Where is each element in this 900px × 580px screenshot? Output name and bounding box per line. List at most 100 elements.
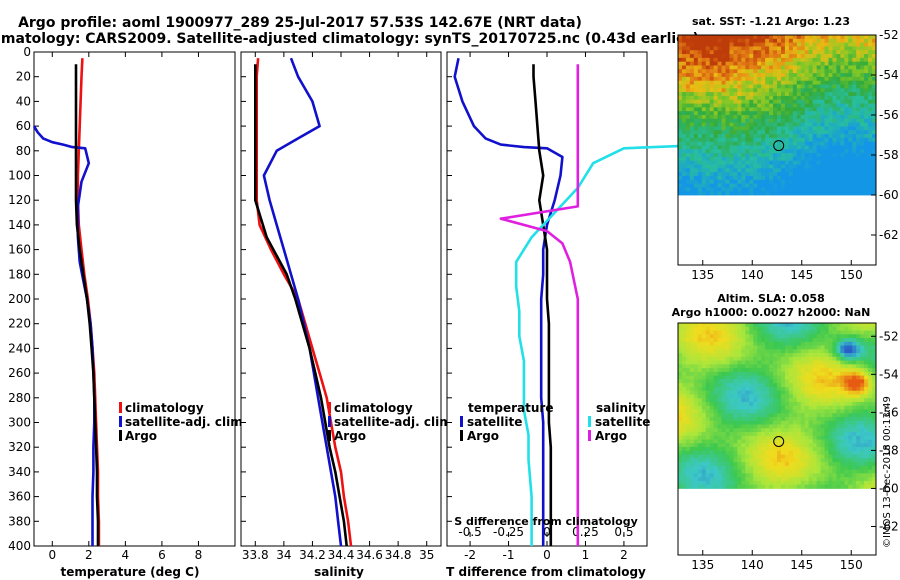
map-cell xyxy=(725,424,730,429)
map-cell xyxy=(729,458,734,463)
map-cell xyxy=(757,371,762,377)
map-cell xyxy=(816,356,821,361)
map-cell xyxy=(844,80,849,85)
map-cell xyxy=(868,168,873,173)
map-cell xyxy=(868,118,873,124)
map-cell xyxy=(816,368,821,373)
map-cell xyxy=(721,183,726,188)
map-cell xyxy=(836,413,841,418)
map-cell xyxy=(784,69,790,74)
map-cell xyxy=(713,134,718,139)
map-cell xyxy=(697,454,703,459)
map-cell xyxy=(868,405,873,410)
map-cell xyxy=(800,371,806,377)
map-cell xyxy=(812,360,817,365)
map-cell xyxy=(749,368,754,373)
map-cell xyxy=(689,50,695,55)
map-cell xyxy=(678,76,683,82)
map-cell xyxy=(753,122,758,127)
map-cell xyxy=(721,160,726,165)
map-cell xyxy=(741,126,746,131)
map-cell xyxy=(804,338,810,343)
map-cell xyxy=(749,447,754,452)
map-cell xyxy=(681,50,687,55)
map-cell xyxy=(741,46,746,51)
map-cell xyxy=(773,134,778,139)
map-cell xyxy=(681,349,687,354)
map-cell xyxy=(689,484,695,489)
map-cell xyxy=(757,46,762,51)
map-cell xyxy=(705,183,711,188)
map-cell xyxy=(816,323,821,328)
map-cell xyxy=(820,80,825,85)
map-cell xyxy=(852,111,857,116)
map-cell xyxy=(777,172,782,177)
map-cell xyxy=(868,356,873,361)
map-cell xyxy=(816,153,821,158)
map-cell xyxy=(701,134,707,139)
map-cell xyxy=(689,61,695,66)
map-cell xyxy=(685,435,691,440)
map-cell xyxy=(761,349,766,354)
map-cell xyxy=(709,447,715,452)
map-cell xyxy=(796,368,802,373)
map-cell xyxy=(784,35,790,40)
map-cell xyxy=(681,99,687,104)
map-cell xyxy=(796,326,802,331)
map-cell xyxy=(828,175,833,181)
map-cell xyxy=(828,153,833,158)
map-cell xyxy=(709,330,715,335)
map-cell xyxy=(761,353,766,358)
map-cell xyxy=(840,435,845,440)
map-cell xyxy=(737,349,742,354)
map-y-tick-label: -60 xyxy=(879,481,899,495)
map-cell xyxy=(765,420,770,425)
map-cell xyxy=(713,164,718,169)
map-cell xyxy=(689,191,695,196)
map-cell xyxy=(792,175,798,181)
map-cell xyxy=(860,156,865,162)
map-cell xyxy=(848,383,853,388)
map-cell xyxy=(697,38,703,44)
map-cell xyxy=(844,360,849,365)
map-cell xyxy=(780,107,786,112)
map-cell xyxy=(769,69,774,74)
map-cell xyxy=(749,107,754,112)
map-cell xyxy=(725,368,730,373)
map-cell xyxy=(804,383,810,388)
map-cell xyxy=(816,35,821,40)
map-cell xyxy=(713,141,718,146)
map-cell xyxy=(824,379,829,384)
map-cell xyxy=(753,149,758,154)
map-cell xyxy=(804,103,810,108)
map-cell xyxy=(856,484,861,489)
map-cell xyxy=(836,390,841,395)
map-cell xyxy=(840,398,845,403)
map-cell xyxy=(784,172,790,177)
map-cell xyxy=(836,326,841,331)
map-cell xyxy=(804,424,810,429)
map-cell xyxy=(840,341,845,346)
map-cell xyxy=(741,379,746,384)
map-cell xyxy=(812,401,817,407)
map-cell xyxy=(721,115,726,120)
series-t-argo xyxy=(532,64,553,546)
map-cell xyxy=(788,191,794,196)
map-cell xyxy=(840,73,845,78)
map-cell xyxy=(860,353,865,358)
map-cell xyxy=(852,413,857,418)
map-cell xyxy=(753,179,758,184)
map-cell xyxy=(717,38,722,44)
map-cell xyxy=(729,61,734,66)
map-cell xyxy=(868,137,873,143)
map-cell xyxy=(725,57,730,63)
map-cell xyxy=(820,118,825,124)
map-cell xyxy=(856,390,861,395)
map-cell xyxy=(685,61,691,66)
sst-map-title: sat. SST: -1.21 Argo: 1.23 xyxy=(692,15,850,28)
map-cell xyxy=(693,462,699,467)
map-cell xyxy=(832,54,837,59)
map-cell xyxy=(773,73,778,78)
map-cell xyxy=(769,341,774,346)
map-cell xyxy=(697,401,703,407)
